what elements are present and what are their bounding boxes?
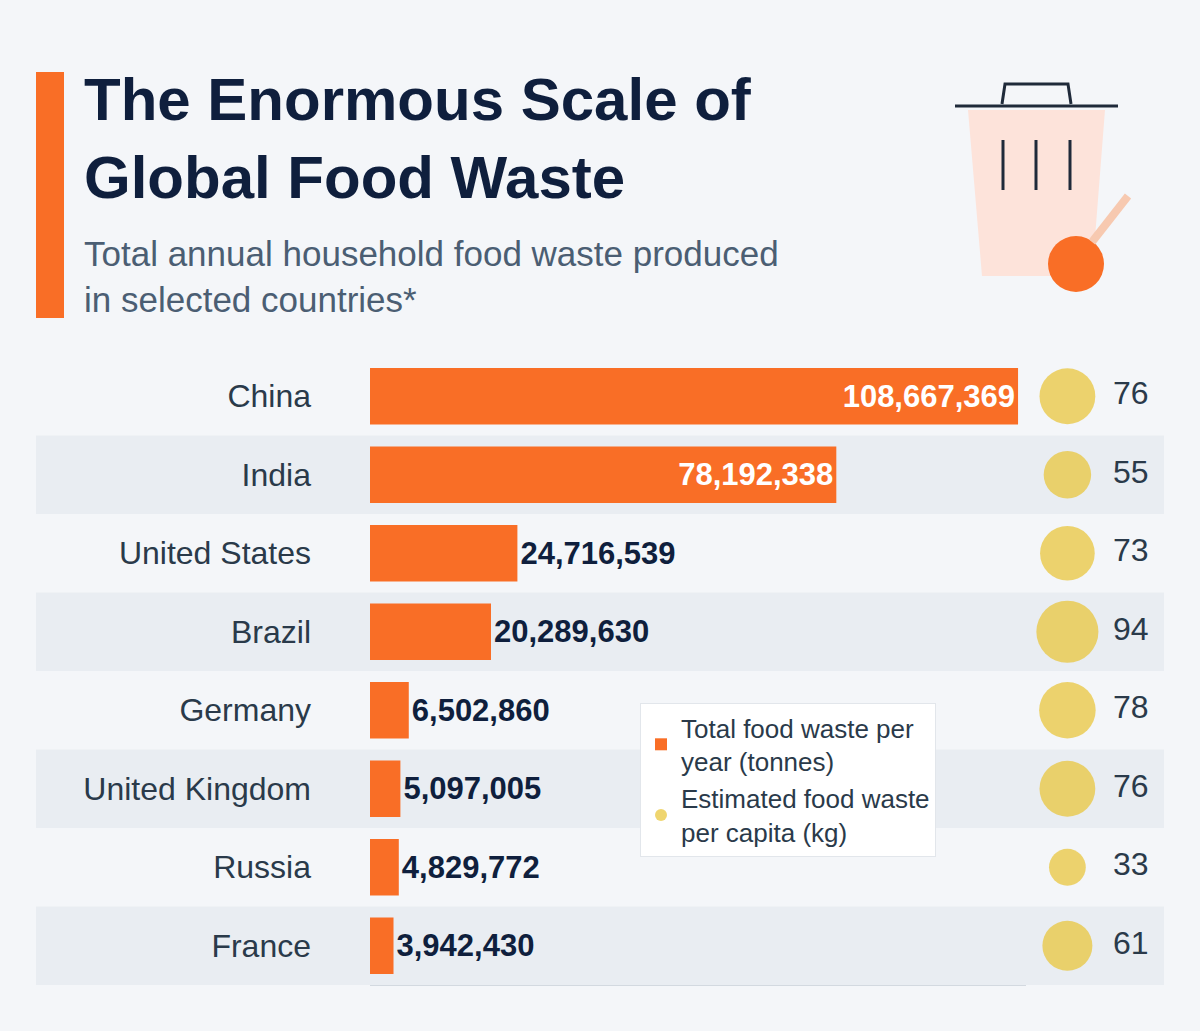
- svg-text:Brazil: Brazil: [231, 614, 311, 650]
- svg-text:61: 61: [1113, 925, 1149, 961]
- svg-text:China: China: [227, 378, 311, 414]
- svg-text:24,716,539: 24,716,539: [520, 536, 675, 571]
- svg-text:94: 94: [1113, 611, 1149, 647]
- svg-text:Estimated food wasteper capita: Estimated food wasteper capita (kg): [681, 784, 930, 848]
- svg-text:France: France: [211, 928, 311, 964]
- svg-text:55: 55: [1113, 454, 1149, 490]
- svg-text:76: 76: [1113, 768, 1149, 804]
- svg-text:United Kingdom: United Kingdom: [83, 771, 311, 807]
- svg-text:6,502,860: 6,502,860: [412, 693, 550, 728]
- svg-text:United States: United States: [119, 535, 311, 571]
- svg-text:4,829,772: 4,829,772: [402, 850, 540, 885]
- svg-text:20,289,630: 20,289,630: [494, 614, 649, 649]
- svg-text:Total food waste peryear (tonn: Total food waste peryear (tonnes): [681, 714, 914, 778]
- svg-text:Germany: Germany: [179, 692, 311, 728]
- svg-text:Total annual household food wa: Total annual household food waste produc…: [84, 234, 779, 319]
- svg-text:108,667,369: 108,667,369: [843, 379, 1015, 414]
- svg-text:78: 78: [1113, 689, 1149, 725]
- svg-text:5,097,005: 5,097,005: [403, 771, 541, 806]
- svg-text:76: 76: [1113, 375, 1149, 411]
- svg-text:73: 73: [1113, 532, 1149, 568]
- svg-text:33: 33: [1113, 846, 1149, 882]
- svg-text:The Enormous Scale ofGlobal Fo: The Enormous Scale ofGlobal Food Waste: [84, 66, 752, 211]
- svg-text:3,942,430: 3,942,430: [397, 928, 535, 963]
- svg-text:78,192,338: 78,192,338: [678, 457, 833, 492]
- svg-text:India: India: [242, 457, 312, 493]
- svg-text:Russia: Russia: [213, 849, 311, 885]
